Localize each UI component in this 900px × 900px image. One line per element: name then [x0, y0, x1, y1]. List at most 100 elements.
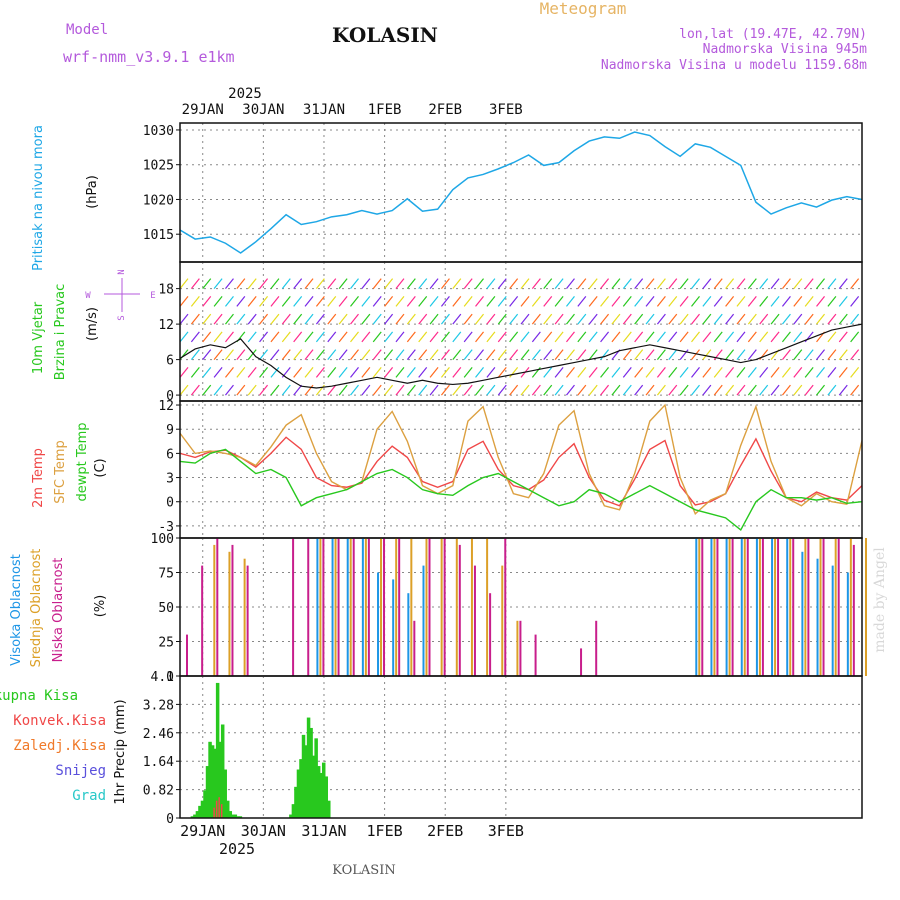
wind-barb [429, 295, 439, 307]
wind-barb [634, 278, 644, 289]
wind-barb [588, 313, 598, 325]
wind-barb [793, 331, 803, 343]
wind-barb [452, 349, 462, 360]
wind-barb [679, 313, 689, 325]
wind-barb [315, 384, 325, 396]
wind-barb [418, 349, 428, 360]
wind-barb [236, 384, 246, 396]
wind-barb [588, 331, 598, 343]
wind-barb [418, 278, 428, 289]
low-cloud-bar [473, 565, 476, 676]
model-name: wrf-nmm_v3.9.1 e1km [63, 48, 235, 66]
total-rain-bar [238, 816, 243, 818]
wind-barb [452, 366, 462, 378]
temp-title-2m: 2m Temp [31, 448, 46, 508]
low-cloud-bar [443, 538, 446, 676]
wind-barb [645, 278, 655, 289]
wind-barb [691, 313, 700, 325]
wind-barb [475, 349, 485, 360]
wind-barb [452, 278, 462, 289]
wind-barb [259, 278, 269, 289]
wind-barb [725, 295, 735, 307]
total-rain-bar [304, 745, 308, 818]
total-rain-bar [324, 776, 329, 818]
wind-barb [406, 295, 416, 307]
mid-cloud-bar [728, 538, 731, 676]
high-cloud-bar [392, 579, 395, 676]
wind-barb [338, 278, 348, 289]
wind-barb [315, 278, 325, 289]
wind-barb [509, 384, 519, 396]
wind-barb [497, 295, 507, 307]
wind-barb [304, 349, 314, 360]
mid-cloud-bar [834, 538, 837, 676]
total-rain-bar [236, 816, 240, 818]
low-cloud-bar [777, 538, 780, 676]
wind-barb [190, 331, 200, 343]
legend-freezing-rain: Zaledj.Kisa [13, 738, 106, 754]
wind-barb [293, 366, 303, 378]
wind-barb [747, 349, 757, 360]
total-rain-bar [208, 741, 212, 818]
wind-barb [543, 349, 553, 360]
wind-barb [747, 313, 757, 325]
wind-barb [702, 331, 712, 343]
wind-barb [736, 278, 746, 289]
wind-barb [259, 349, 269, 360]
total-rain-bar [198, 805, 202, 818]
wind-barb [838, 331, 848, 343]
wind-barb [281, 278, 291, 289]
wind-barb [372, 384, 382, 396]
wind-barb [634, 349, 644, 360]
y-tick-label: 1030 [143, 124, 174, 139]
wind-barb [384, 331, 394, 343]
wind-barb [793, 313, 803, 325]
wind-barb [565, 313, 575, 325]
wind-barb [656, 384, 666, 396]
mid-cloud-bar [819, 538, 822, 676]
wind-barb [429, 349, 439, 360]
wind-barb [406, 366, 416, 378]
high-cloud-bar [846, 572, 849, 676]
wind-barb [827, 331, 837, 343]
wind-barb [781, 295, 791, 307]
mid-cloud-bar [758, 538, 761, 676]
bottom-date-labels: 29JAN 30JAN 31JAN 1FEB 2FEB 3FEB [180, 822, 524, 840]
wind-barb [281, 349, 291, 360]
wind-barb [338, 366, 348, 378]
wind-barb [372, 366, 382, 378]
wind-barb [645, 331, 655, 343]
wind-barb [679, 295, 689, 307]
wind-barb [350, 278, 359, 289]
wind-barb [600, 349, 610, 360]
total-rain-bar [314, 738, 318, 818]
wind-barb [770, 384, 780, 396]
wind-barb [838, 384, 848, 396]
wind-barb [565, 366, 575, 378]
wind-barb [804, 313, 814, 325]
wind-barb [827, 295, 837, 307]
y-tick-label: 100 [151, 532, 174, 547]
wind-barb [713, 313, 723, 325]
panel-pressure: 1015 1020 1025 1030 [143, 122, 863, 263]
wind-barb [725, 384, 735, 396]
convective-rain-bar [218, 797, 220, 818]
total-rain-bar [218, 741, 222, 818]
wind-barb [656, 366, 666, 378]
wind-barb [531, 384, 541, 396]
wind-barb [190, 366, 200, 378]
wind-barb [440, 366, 450, 378]
legend-total-rain: Ukupna Kisa [0, 688, 78, 704]
wind-barb [600, 295, 610, 307]
wind-barb [497, 278, 507, 289]
legend-snow: Snijeg [55, 763, 106, 779]
wind-barb [327, 313, 337, 325]
low-cloud-bar [519, 620, 522, 676]
wind-barb [713, 331, 723, 343]
wind-barb [736, 366, 746, 378]
wind-barb [747, 331, 757, 343]
wind-barb [850, 331, 860, 343]
wind-barb [202, 384, 212, 396]
low-cloud-bar [428, 538, 431, 676]
model-label: Model [66, 22, 108, 38]
